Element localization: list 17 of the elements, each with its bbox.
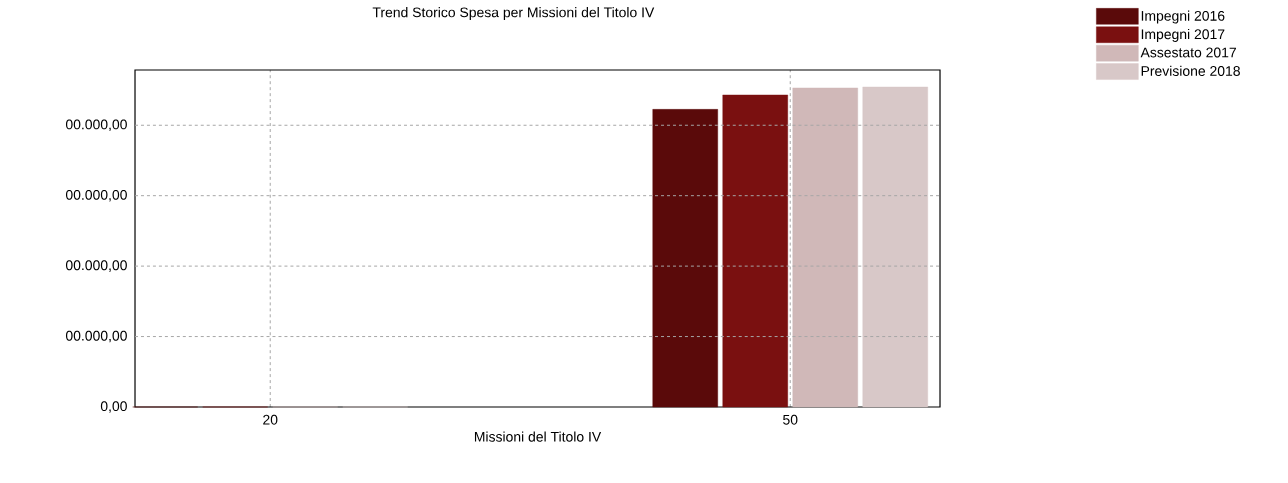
text: 0,00 <box>100 401 127 413</box>
bar <box>862 86 928 408</box>
legend-label: Previsione 2018 <box>1141 65 1240 76</box>
x-tick-label: 50 <box>783 414 798 425</box>
bar <box>652 109 718 408</box>
x-tick-label: 20 <box>263 414 278 425</box>
text: 00.000,00 <box>65 189 127 202</box>
text: 00.000,00 <box>65 260 127 272</box>
legend-label: Impegni 2016 <box>1141 10 1225 24</box>
legend-label: Assestato 2017 <box>1140 47 1236 58</box>
bar <box>792 87 858 408</box>
x-axis-title: Missioni del Titolo IV <box>474 431 602 442</box>
text: 00.000,00 <box>65 119 127 132</box>
text: 00.000,00 <box>65 330 127 343</box>
bar <box>722 94 788 408</box>
legend-label: Impegni 2017 <box>1141 28 1225 42</box>
chart-title: Trend Storico Spesa per Missioni del Titolo IV <box>372 7 655 21</box>
